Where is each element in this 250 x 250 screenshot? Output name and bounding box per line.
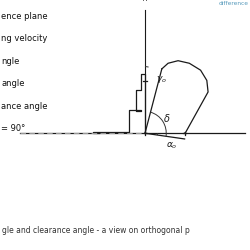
Text: $\alpha_o$: $\alpha_o$ <box>166 141 178 151</box>
Text: $\delta$: $\delta$ <box>163 112 171 124</box>
Text: = 90°: = 90° <box>1 124 25 133</box>
Text: $\pi_R$: $\pi_R$ <box>137 0 149 4</box>
Text: ng velocity: ng velocity <box>1 34 48 43</box>
Text: $\gamma_o$: $\gamma_o$ <box>156 74 166 85</box>
Text: gle and clearance angle - a view on orthogonal p: gle and clearance angle - a view on orth… <box>2 226 190 235</box>
Text: angle: angle <box>1 79 25 88</box>
Text: ence plane: ence plane <box>1 12 48 20</box>
Text: difference: difference <box>219 1 249 6</box>
Text: ngle: ngle <box>1 57 20 66</box>
Text: ance angle: ance angle <box>1 102 48 111</box>
